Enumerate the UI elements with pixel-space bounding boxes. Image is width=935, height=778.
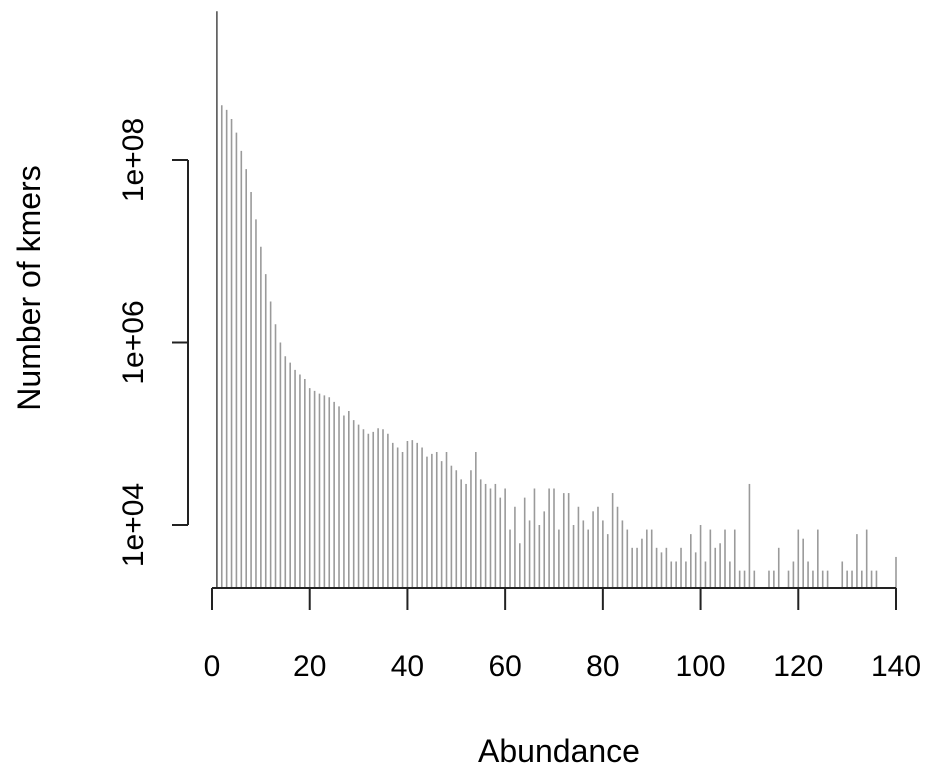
x-tick-label: 140 bbox=[871, 650, 921, 683]
x-tick-label: 80 bbox=[586, 650, 619, 683]
x-axis-ticks: 0 20 40 60 80 100 120 140 bbox=[204, 588, 921, 683]
x-axis-title: Abundance bbox=[478, 733, 640, 769]
y-tick-label: 1e+04 bbox=[117, 483, 150, 567]
y-tick-label: 1e+08 bbox=[117, 118, 150, 202]
y-tick-label: 1e+06 bbox=[117, 300, 150, 384]
x-tick-label: 100 bbox=[676, 650, 726, 683]
x-tick-label: 60 bbox=[488, 650, 521, 683]
x-tick-label: 0 bbox=[204, 650, 221, 683]
y-axis-ticks: 1e+04 1e+06 1e+08 bbox=[117, 118, 188, 567]
x-tick-label: 40 bbox=[391, 650, 424, 683]
y-axis-title: Number of kmers bbox=[11, 165, 47, 410]
x-tick-label: 20 bbox=[293, 650, 326, 683]
x-tick-label: 120 bbox=[773, 650, 823, 683]
bar-series bbox=[216, 11, 897, 589]
